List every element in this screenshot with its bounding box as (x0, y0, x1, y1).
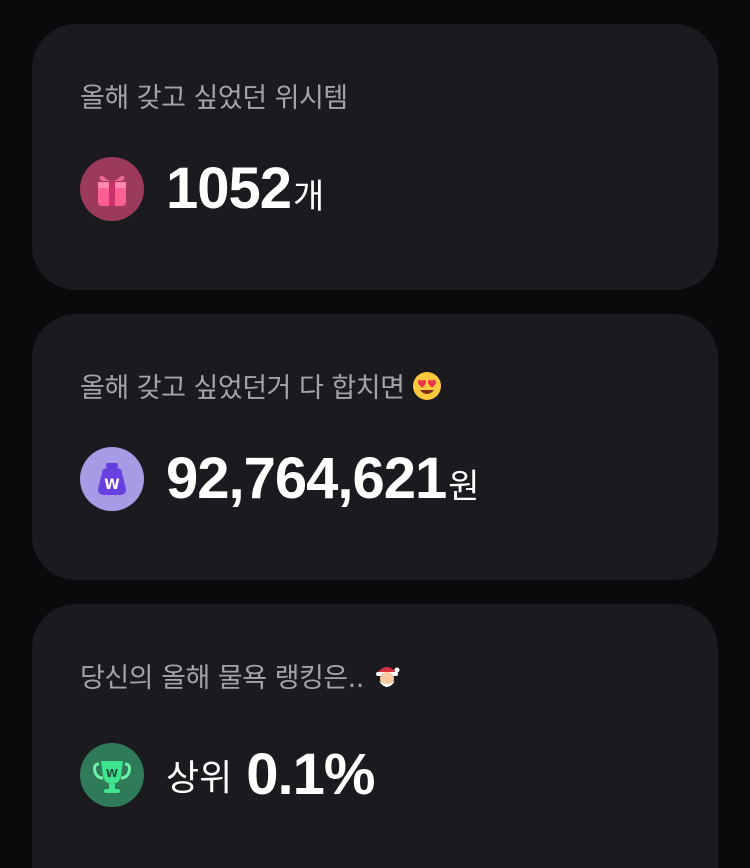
wishlist-card-title-text: 올해 갖고 싶었던 위시템 (80, 83, 348, 114)
wishlist-value-row: 1052 개 (80, 156, 324, 222)
total-card-title: 올해 갖고 싶었던거 다 합치면 (80, 366, 442, 405)
wishlist-card-title: 올해 갖고 싶었던 위시템 (80, 76, 348, 115)
svg-text:W: W (106, 767, 118, 780)
ranking-prefix: 상위 (166, 758, 233, 799)
ranking-value: 0.1% (246, 742, 375, 807)
won-pouch-icon: W (80, 447, 144, 511)
ranking-card: 당신의 올해 물욕 랭킹은.. W (32, 604, 718, 868)
wishlist-count-value: 1052 (166, 156, 292, 221)
svg-text:W: W (104, 477, 119, 493)
wishlist-count-unit: 개 (293, 176, 325, 217)
total-value-row: W 92,764,621 원 (80, 446, 480, 512)
ranking-value-row: W 상위 0.1% (80, 742, 375, 808)
wishlist-total-card: 올해 갖고 싶었던거 다 합치면 W 92,764,621 원 (32, 314, 718, 580)
total-amount-unit: 원 (448, 466, 480, 507)
ranking-card-title-text: 당신의 올해 물욕 랭킹은.. (80, 663, 364, 694)
gift-icon (80, 157, 144, 221)
trophy-icon: W (80, 743, 144, 807)
ranking-card-title: 당신의 올해 물욕 랭킹은.. (80, 656, 402, 695)
heart-eyes-emoji-icon (412, 371, 442, 401)
total-amount-value: 92,764,621 (166, 446, 447, 511)
wishlist-count-card: 올해 갖고 싶었던 위시템 1052 개 (32, 24, 718, 290)
santa-emoji-icon (372, 661, 402, 691)
total-card-title-text: 올해 갖고 싶었던거 다 합치면 (80, 373, 405, 404)
